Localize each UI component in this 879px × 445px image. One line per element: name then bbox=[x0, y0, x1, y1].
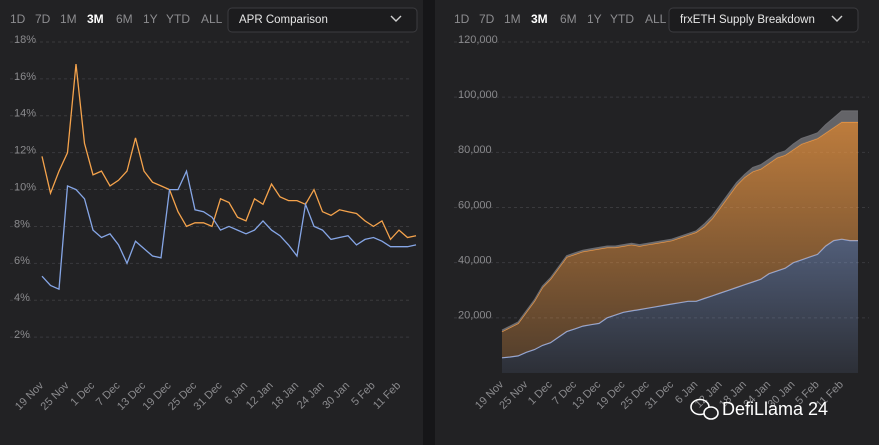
range-button[interactable]: 1M bbox=[60, 12, 77, 26]
dropdown[interactable] bbox=[668, 7, 859, 33]
y-tick-label: 120,000 bbox=[458, 34, 498, 46]
y-tick-label: 40,000 bbox=[458, 255, 492, 267]
dropdown-label[interactable]: frxETH Supply Breakdown bbox=[680, 14, 815, 26]
y-tick-label: 18% bbox=[14, 34, 36, 46]
watermark-text: DefiLlama 24 bbox=[722, 399, 828, 419]
series-line bbox=[41, 169, 417, 291]
range-button[interactable]: 1M bbox=[504, 12, 521, 26]
y-tick-label: 60,000 bbox=[458, 199, 492, 211]
y-tick-label: 20,000 bbox=[458, 310, 492, 322]
y-tick-label: 12% bbox=[14, 145, 36, 157]
range-button[interactable]: 7D bbox=[479, 12, 495, 26]
range-button[interactable]: 7D bbox=[35, 12, 51, 26]
y-tick-label: 10% bbox=[14, 181, 36, 193]
y-tick-label: 2% bbox=[14, 329, 30, 341]
watermark-icon bbox=[703, 406, 719, 420]
range-button[interactable]: 1D bbox=[10, 12, 26, 26]
range-button[interactable]: 6M bbox=[560, 12, 577, 26]
range-button[interactable]: YTD bbox=[610, 12, 634, 26]
y-tick-label: 6% bbox=[14, 255, 30, 267]
y-tick-label: 8% bbox=[14, 218, 30, 230]
area-fill bbox=[502, 111, 858, 332]
range-button[interactable]: YTD bbox=[166, 12, 190, 26]
range-button[interactable]: ALL bbox=[645, 12, 667, 26]
series-line bbox=[41, 64, 417, 241]
dropdown-chevron bbox=[390, 15, 402, 22]
y-tick-label: 16% bbox=[14, 71, 36, 83]
y-tick-label: 4% bbox=[14, 292, 30, 304]
area-line bbox=[501, 110, 858, 331]
watermark: DefiLlama 24 bbox=[690, 398, 828, 420]
dropdown[interactable] bbox=[227, 7, 418, 33]
range-button[interactable]: 1Y bbox=[587, 12, 602, 26]
y-tick-label: 14% bbox=[14, 108, 36, 120]
dropdown-chevron bbox=[831, 15, 843, 22]
y-tick-label: 80,000 bbox=[458, 144, 492, 156]
range-button[interactable]: 3M bbox=[87, 12, 104, 26]
range-button[interactable]: ALL bbox=[201, 12, 223, 26]
range-button[interactable]: 6M bbox=[116, 12, 133, 26]
range-button[interactable]: 3M bbox=[531, 12, 548, 26]
range-button[interactable]: 1D bbox=[454, 12, 470, 26]
area-fill bbox=[502, 239, 858, 373]
panel bbox=[0, 0, 423, 445]
range-button[interactable]: 1Y bbox=[143, 12, 158, 26]
dropdown-label[interactable]: APR Comparison bbox=[239, 14, 328, 26]
area-fill bbox=[502, 122, 858, 358]
y-tick-label: 100,000 bbox=[458, 89, 498, 101]
